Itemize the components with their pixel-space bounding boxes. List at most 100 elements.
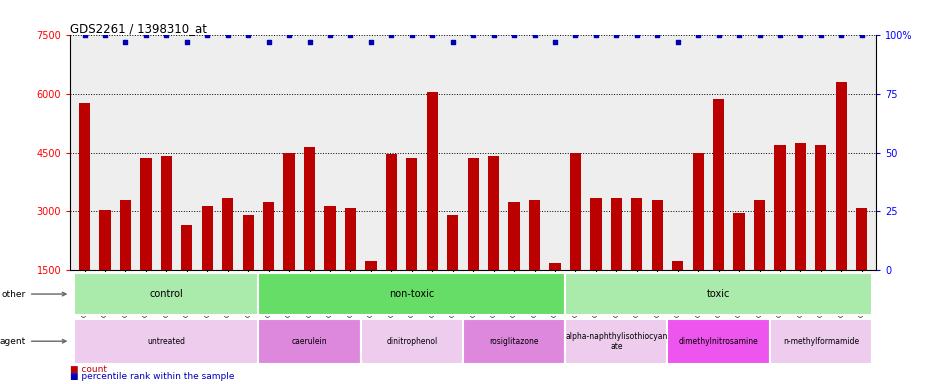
- Point: [424, 31, 439, 38]
- Bar: [426, 91, 437, 329]
- Bar: [303, 147, 314, 329]
- Text: ■ percentile rank within the sample: ■ percentile rank within the sample: [70, 372, 235, 381]
- Bar: [74, 319, 258, 364]
- Text: agent: agent: [0, 337, 66, 346]
- Point: [506, 31, 521, 38]
- Bar: [201, 205, 212, 329]
- Bar: [99, 210, 110, 329]
- Bar: [344, 207, 356, 329]
- Bar: [258, 273, 564, 315]
- Point: [752, 31, 767, 38]
- Bar: [386, 154, 397, 329]
- Point: [199, 31, 214, 38]
- Point: [159, 31, 174, 38]
- Point: [710, 31, 725, 38]
- Bar: [365, 261, 376, 329]
- Text: n-methylformamide: n-methylformamide: [782, 337, 858, 346]
- Point: [384, 31, 399, 38]
- Point: [792, 31, 807, 38]
- Bar: [773, 145, 784, 329]
- Bar: [462, 319, 564, 364]
- Point: [465, 31, 480, 38]
- Bar: [446, 215, 458, 329]
- Point: [282, 31, 297, 38]
- Point: [588, 31, 603, 38]
- Point: [526, 31, 541, 38]
- Text: dinitrophenol: dinitrophenol: [386, 337, 437, 346]
- Bar: [508, 202, 519, 329]
- Bar: [564, 273, 871, 315]
- Point: [854, 31, 869, 38]
- Bar: [666, 319, 768, 364]
- Bar: [768, 319, 871, 364]
- Bar: [222, 198, 233, 329]
- Bar: [610, 198, 622, 329]
- Bar: [161, 156, 172, 329]
- Bar: [631, 198, 642, 329]
- Text: ■ count: ■ count: [70, 366, 107, 374]
- Bar: [856, 207, 867, 329]
- Bar: [324, 205, 335, 329]
- Point: [567, 31, 582, 38]
- Bar: [794, 143, 805, 329]
- Bar: [564, 319, 666, 364]
- Text: control: control: [150, 289, 183, 299]
- Bar: [467, 158, 478, 329]
- Point: [731, 31, 746, 38]
- Bar: [406, 158, 417, 329]
- Text: alpha-naphthylisothiocyan
ate: alpha-naphthylisothiocyan ate: [564, 331, 666, 351]
- Point: [139, 31, 154, 38]
- Bar: [258, 319, 360, 364]
- Text: dimethylnitrosamine: dimethylnitrosamine: [678, 337, 757, 346]
- Text: untreated: untreated: [147, 337, 185, 346]
- Point: [404, 31, 419, 38]
- Bar: [140, 158, 152, 329]
- Point: [771, 31, 786, 38]
- Bar: [692, 152, 703, 329]
- Text: rosiglitazone: rosiglitazone: [489, 337, 538, 346]
- Text: caerulein: caerulein: [291, 337, 327, 346]
- Point: [445, 38, 460, 45]
- Point: [322, 31, 337, 38]
- Point: [629, 31, 644, 38]
- Point: [547, 38, 562, 45]
- Bar: [590, 198, 601, 329]
- Bar: [651, 200, 662, 329]
- Point: [608, 31, 623, 38]
- Bar: [120, 200, 131, 329]
- Text: non-toxic: non-toxic: [388, 289, 434, 299]
- Bar: [569, 152, 580, 329]
- Point: [486, 31, 501, 38]
- Bar: [360, 319, 462, 364]
- Point: [343, 31, 358, 38]
- Bar: [74, 273, 258, 315]
- Point: [118, 38, 133, 45]
- Bar: [242, 215, 254, 329]
- Bar: [488, 156, 499, 329]
- Point: [649, 31, 664, 38]
- Point: [97, 31, 112, 38]
- Point: [220, 31, 235, 38]
- Point: [669, 38, 684, 45]
- Point: [690, 31, 705, 38]
- Bar: [79, 103, 90, 329]
- Bar: [263, 202, 274, 329]
- Text: other: other: [2, 290, 66, 298]
- Bar: [181, 225, 192, 329]
- Bar: [835, 82, 846, 329]
- Point: [241, 31, 256, 38]
- Bar: [671, 261, 682, 329]
- Bar: [753, 200, 765, 329]
- Point: [77, 31, 92, 38]
- Point: [812, 31, 827, 38]
- Point: [261, 38, 276, 45]
- Bar: [733, 214, 744, 329]
- Bar: [284, 152, 295, 329]
- Text: GDS2261 / 1398310_at: GDS2261 / 1398310_at: [70, 22, 207, 35]
- Text: toxic: toxic: [706, 289, 729, 299]
- Bar: [712, 99, 724, 329]
- Point: [301, 38, 316, 45]
- Bar: [814, 145, 826, 329]
- Bar: [528, 200, 539, 329]
- Point: [833, 31, 848, 38]
